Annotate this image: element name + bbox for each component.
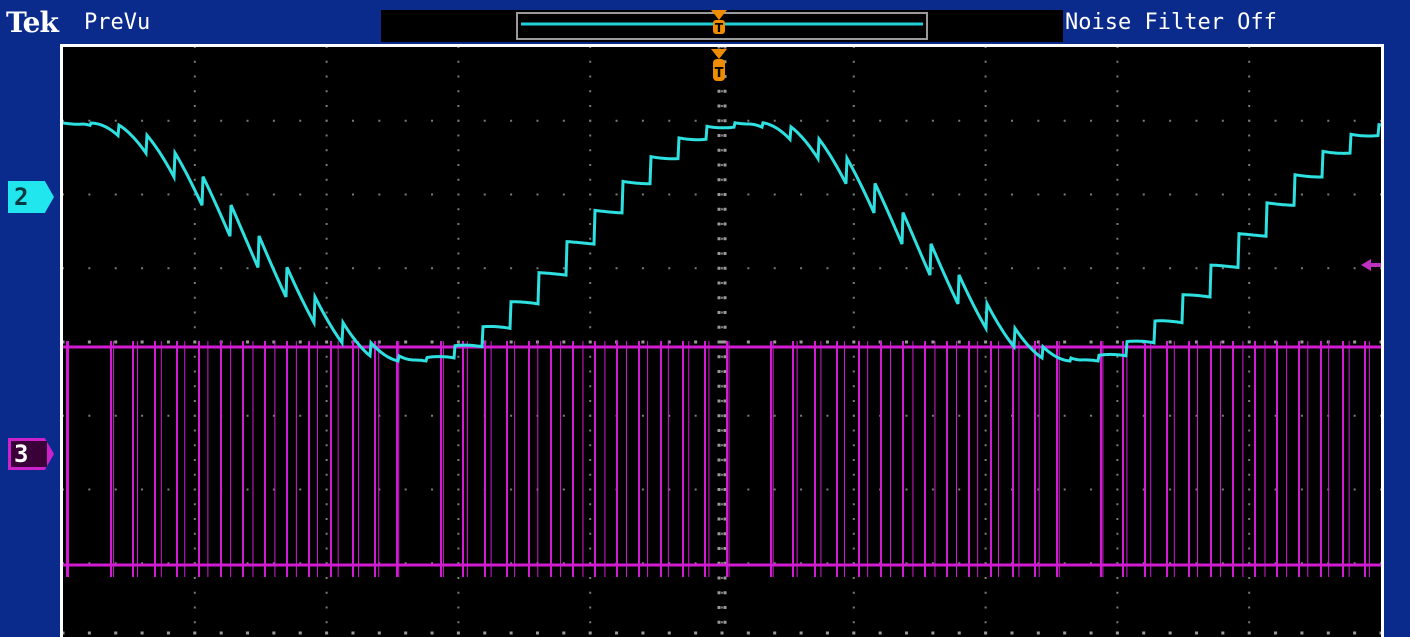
svg-text:T: T xyxy=(715,21,724,35)
record-view-graphic: T xyxy=(516,10,928,40)
waveform-display[interactable]: T xyxy=(60,44,1384,637)
record-view-bar[interactable]: T xyxy=(381,10,1063,42)
graticule-grid xyxy=(63,47,1381,635)
channel-3-waveform xyxy=(63,341,1381,577)
trigger-position-icon: T xyxy=(711,10,727,35)
trigger-marker-icon: T xyxy=(711,49,727,81)
svg-text:T: T xyxy=(715,66,724,81)
trigger-level-icon xyxy=(1361,259,1381,271)
channel-2-marker[interactable]: 2 xyxy=(8,181,54,213)
top-status-bar: Tek PreVu T Noise Filter Off xyxy=(0,0,1410,44)
graticule-and-waveforms: T xyxy=(63,47,1381,635)
acquisition-mode-label: PreVu xyxy=(84,10,151,35)
channel-3-marker[interactable]: 3 xyxy=(8,438,54,470)
channel-2-waveform xyxy=(63,121,1381,363)
noise-filter-status[interactable]: Noise Filter Off xyxy=(1063,10,1277,35)
brand-logo: Tek xyxy=(6,6,59,39)
